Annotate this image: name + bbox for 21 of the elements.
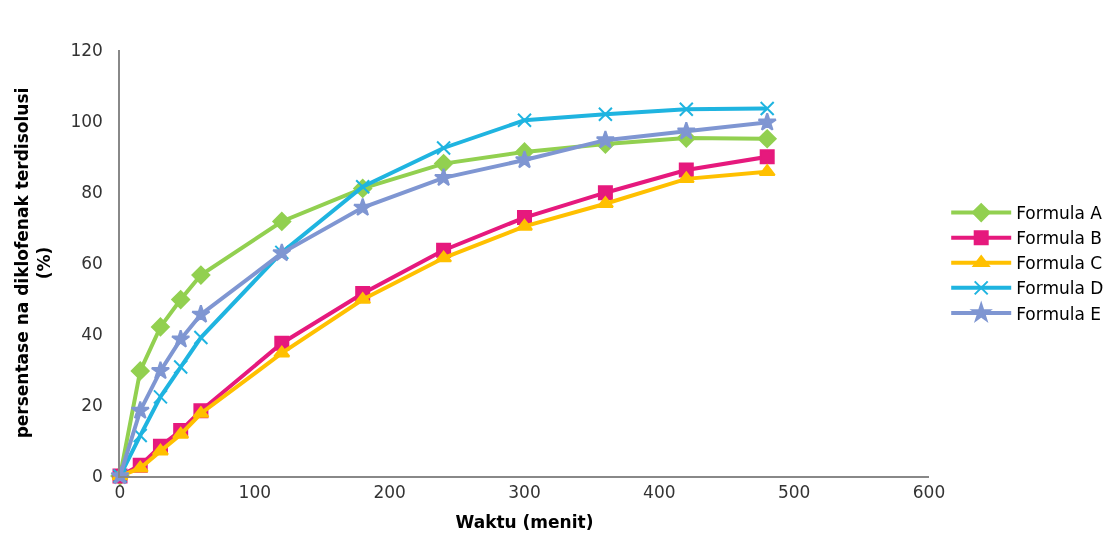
y-tick-label: 20 (81, 394, 103, 415)
legend-label: Formula E (1016, 303, 1102, 324)
x-tick-label: 200 (373, 482, 406, 503)
legend-label: Formula C (1016, 253, 1103, 274)
y-tick-label: 120 (70, 39, 103, 60)
y-tick-label: 80 (81, 181, 103, 202)
legend-label: Formula B (1016, 228, 1103, 249)
y-axis-title: persentase na diklofenak terdisolusi (%) (12, 87, 55, 439)
x-tick-label: 600 (912, 482, 946, 503)
legend-label: Formula A (1016, 203, 1103, 224)
x-axis-title: Waktu (menit) (455, 512, 594, 533)
legend-label: Formula D (1016, 278, 1104, 299)
y-tick-label: 0 (92, 465, 103, 486)
x-tick-label: 500 (777, 482, 811, 503)
x-tick-label: 400 (643, 482, 676, 503)
y-tick-label: 40 (81, 323, 103, 344)
x-tick-label: 0 (114, 482, 126, 503)
y-tick-label: 60 (81, 252, 103, 273)
x-tick-label: 100 (238, 482, 272, 503)
y-tick-label: 100 (70, 110, 103, 131)
x-tick-label: 300 (508, 482, 541, 503)
